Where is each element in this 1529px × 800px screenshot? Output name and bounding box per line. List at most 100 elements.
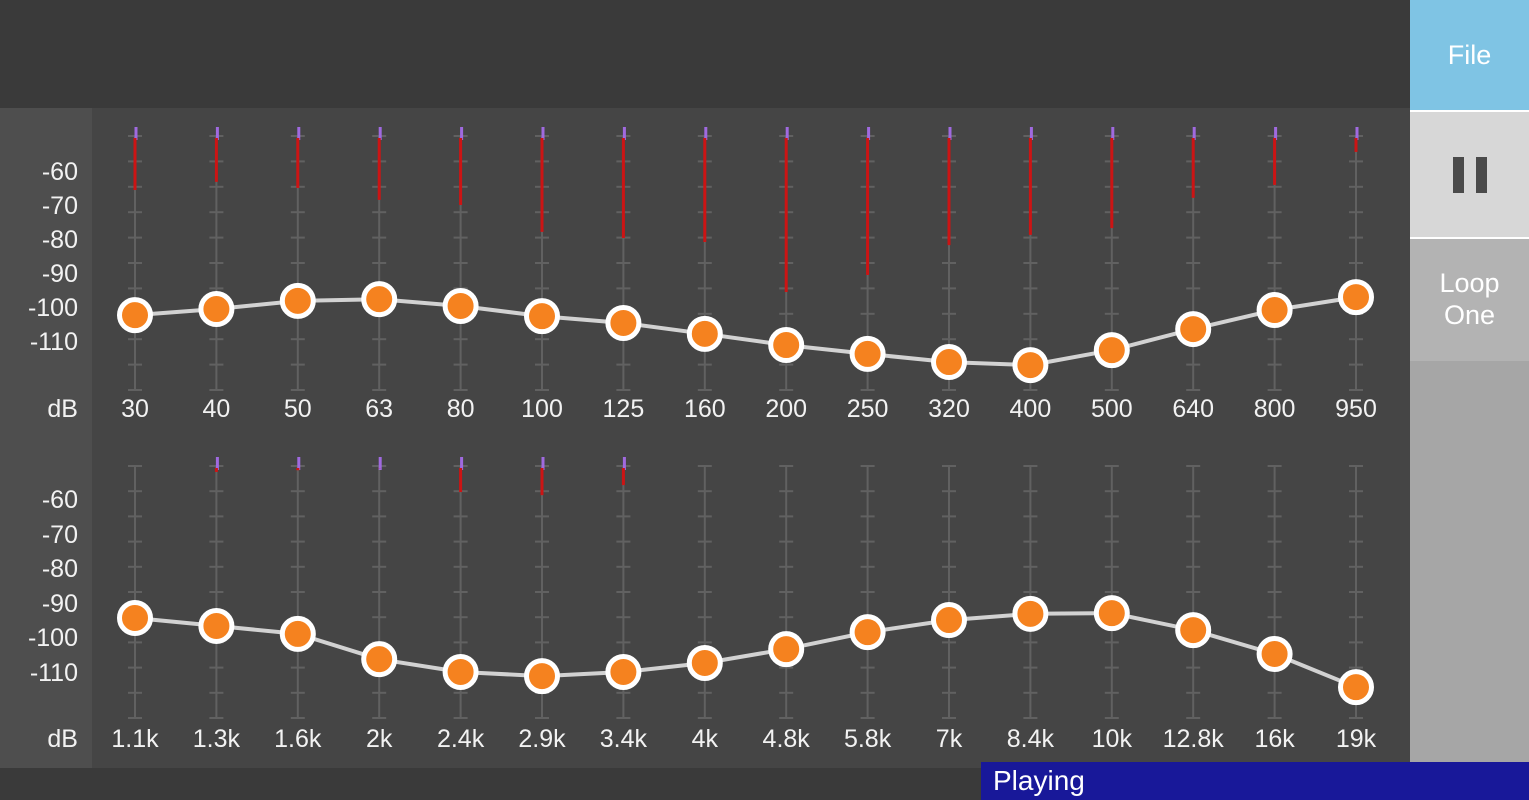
freq-label: 19k: [1335, 725, 1377, 753]
db-tick-label: -90: [41, 260, 78, 288]
loop-one-label: Loop One: [1439, 268, 1500, 330]
pause-button[interactable]: [1410, 112, 1529, 239]
freq-label: 800: [1253, 395, 1296, 423]
db-tick-label: -70: [41, 192, 78, 220]
eq-track[interactable]: [1186, 465, 1201, 719]
freq-label: 400: [1009, 395, 1052, 423]
freq-label: 950: [1335, 395, 1377, 423]
eq-track[interactable]: [1267, 465, 1282, 719]
eq-curve: [133, 611, 1358, 690]
db-tick-label: -80: [41, 555, 78, 584]
eq-knob-63[interactable]: [361, 281, 398, 318]
eq-knob-16k[interactable]: [1256, 635, 1293, 672]
eq-track[interactable]: [209, 465, 224, 719]
eq-knob-1.1k[interactable]: [117, 599, 153, 636]
eq-track[interactable]: [128, 465, 142, 719]
eq-track[interactable]: [1023, 465, 1038, 719]
freq-label: 640: [1172, 395, 1215, 423]
db-axis-panel: [0, 108, 92, 768]
freq-label: 2.9k: [518, 725, 566, 753]
eq-knob-19k[interactable]: [1338, 669, 1374, 706]
db-tick-label: -90: [41, 589, 78, 618]
freq-label: 125: [602, 395, 645, 423]
status-bar: Playing: [981, 762, 1529, 800]
freq-label: 50: [283, 395, 312, 423]
eq-track[interactable]: [290, 465, 305, 719]
eq-knob-4.8k[interactable]: [768, 631, 805, 668]
eq-knob-950[interactable]: [1338, 279, 1374, 316]
db-tick-label: -60: [41, 158, 78, 186]
eq-knob-1.6k[interactable]: [279, 615, 316, 652]
freq-label: 100: [521, 395, 563, 423]
eq-knob-40[interactable]: [198, 291, 235, 328]
freq-label: 8.4k: [1006, 725, 1055, 753]
freq-label: 40: [202, 395, 231, 423]
eq-track[interactable]: [1104, 465, 1119, 719]
freq-label: 63: [365, 395, 394, 423]
eq-track[interactable]: [372, 465, 387, 719]
eq-knob-1.3k[interactable]: [198, 607, 235, 644]
loop-one-button[interactable]: Loop One: [1410, 239, 1529, 361]
db-tick-label: -110: [29, 659, 78, 687]
db-tick-label: -60: [41, 486, 78, 514]
eq-knob-320[interactable]: [931, 344, 967, 381]
eq-knob-80[interactable]: [442, 287, 479, 324]
pause-icon: [1452, 156, 1487, 193]
eq-track[interactable]: [942, 465, 956, 719]
eq-knob-125[interactable]: [605, 304, 642, 341]
freq-label: 1.6k: [274, 725, 322, 753]
eq-track[interactable]: [1349, 135, 1363, 391]
freq-label: 160: [683, 395, 726, 423]
eq-knob-160[interactable]: [686, 315, 723, 352]
eq-track[interactable]: [779, 465, 794, 719]
db-tick-label: -70: [41, 520, 78, 549]
eq-knob-400[interactable]: [1012, 347, 1049, 384]
file-button[interactable]: File: [1410, 0, 1529, 112]
db-tick-label: -100: [27, 294, 78, 322]
db-tick-label: -80: [41, 226, 78, 254]
freq-label: 16k: [1254, 725, 1295, 753]
eq-knob-500[interactable]: [1093, 332, 1130, 369]
eq-knob-7k[interactable]: [931, 602, 967, 639]
eq-knob-12.8k[interactable]: [1175, 612, 1212, 649]
freq-label: 1.3k: [192, 725, 241, 753]
freq-label: 200: [765, 395, 808, 423]
eq-knob-640[interactable]: [1175, 311, 1212, 348]
freq-label: 12.8k: [1162, 725, 1224, 753]
eq-knob-50[interactable]: [279, 282, 316, 319]
eq-knob-800[interactable]: [1256, 292, 1293, 329]
eq-knob-100[interactable]: [524, 298, 560, 335]
db-tick-label: -100: [27, 624, 78, 653]
eq-knob-250[interactable]: [849, 335, 886, 372]
freq-label: 1.1k: [111, 725, 159, 753]
freq-label: 3.4k: [599, 725, 648, 753]
eq-knob-10k[interactable]: [1093, 595, 1130, 632]
freq-label: 2k: [365, 725, 393, 753]
eq-curve: [133, 295, 1358, 368]
eq-knob-200[interactable]: [768, 327, 805, 364]
eq-knob-2.4k[interactable]: [442, 653, 479, 690]
eq-knob-3.4k[interactable]: [605, 653, 642, 690]
freq-label: 80: [446, 395, 475, 423]
db-tick-label: -110: [29, 328, 78, 356]
eq-track[interactable]: [860, 465, 875, 719]
db-unit-label: dB: [47, 725, 78, 753]
freq-label: 30: [121, 395, 149, 423]
eq-knob-8.4k[interactable]: [1012, 595, 1049, 632]
freq-label: 2.4k: [436, 725, 485, 753]
sidebar: File Loop One: [1410, 0, 1529, 800]
eq-knob-5.8k[interactable]: [849, 614, 886, 651]
freq-label: 320: [928, 395, 970, 423]
eq-knob-30[interactable]: [117, 297, 153, 334]
freq-label: 10k: [1091, 725, 1132, 753]
eq-knob-2.9k[interactable]: [524, 658, 560, 695]
eq-knob-2k[interactable]: [361, 641, 398, 678]
eq-knob-4k[interactable]: [686, 644, 723, 681]
status-text: Playing: [993, 765, 1085, 796]
db-unit-label: dB: [47, 395, 78, 423]
freq-label: 4k: [691, 725, 718, 753]
freq-label: 7k: [935, 725, 963, 753]
freq-label: 500: [1090, 395, 1133, 423]
